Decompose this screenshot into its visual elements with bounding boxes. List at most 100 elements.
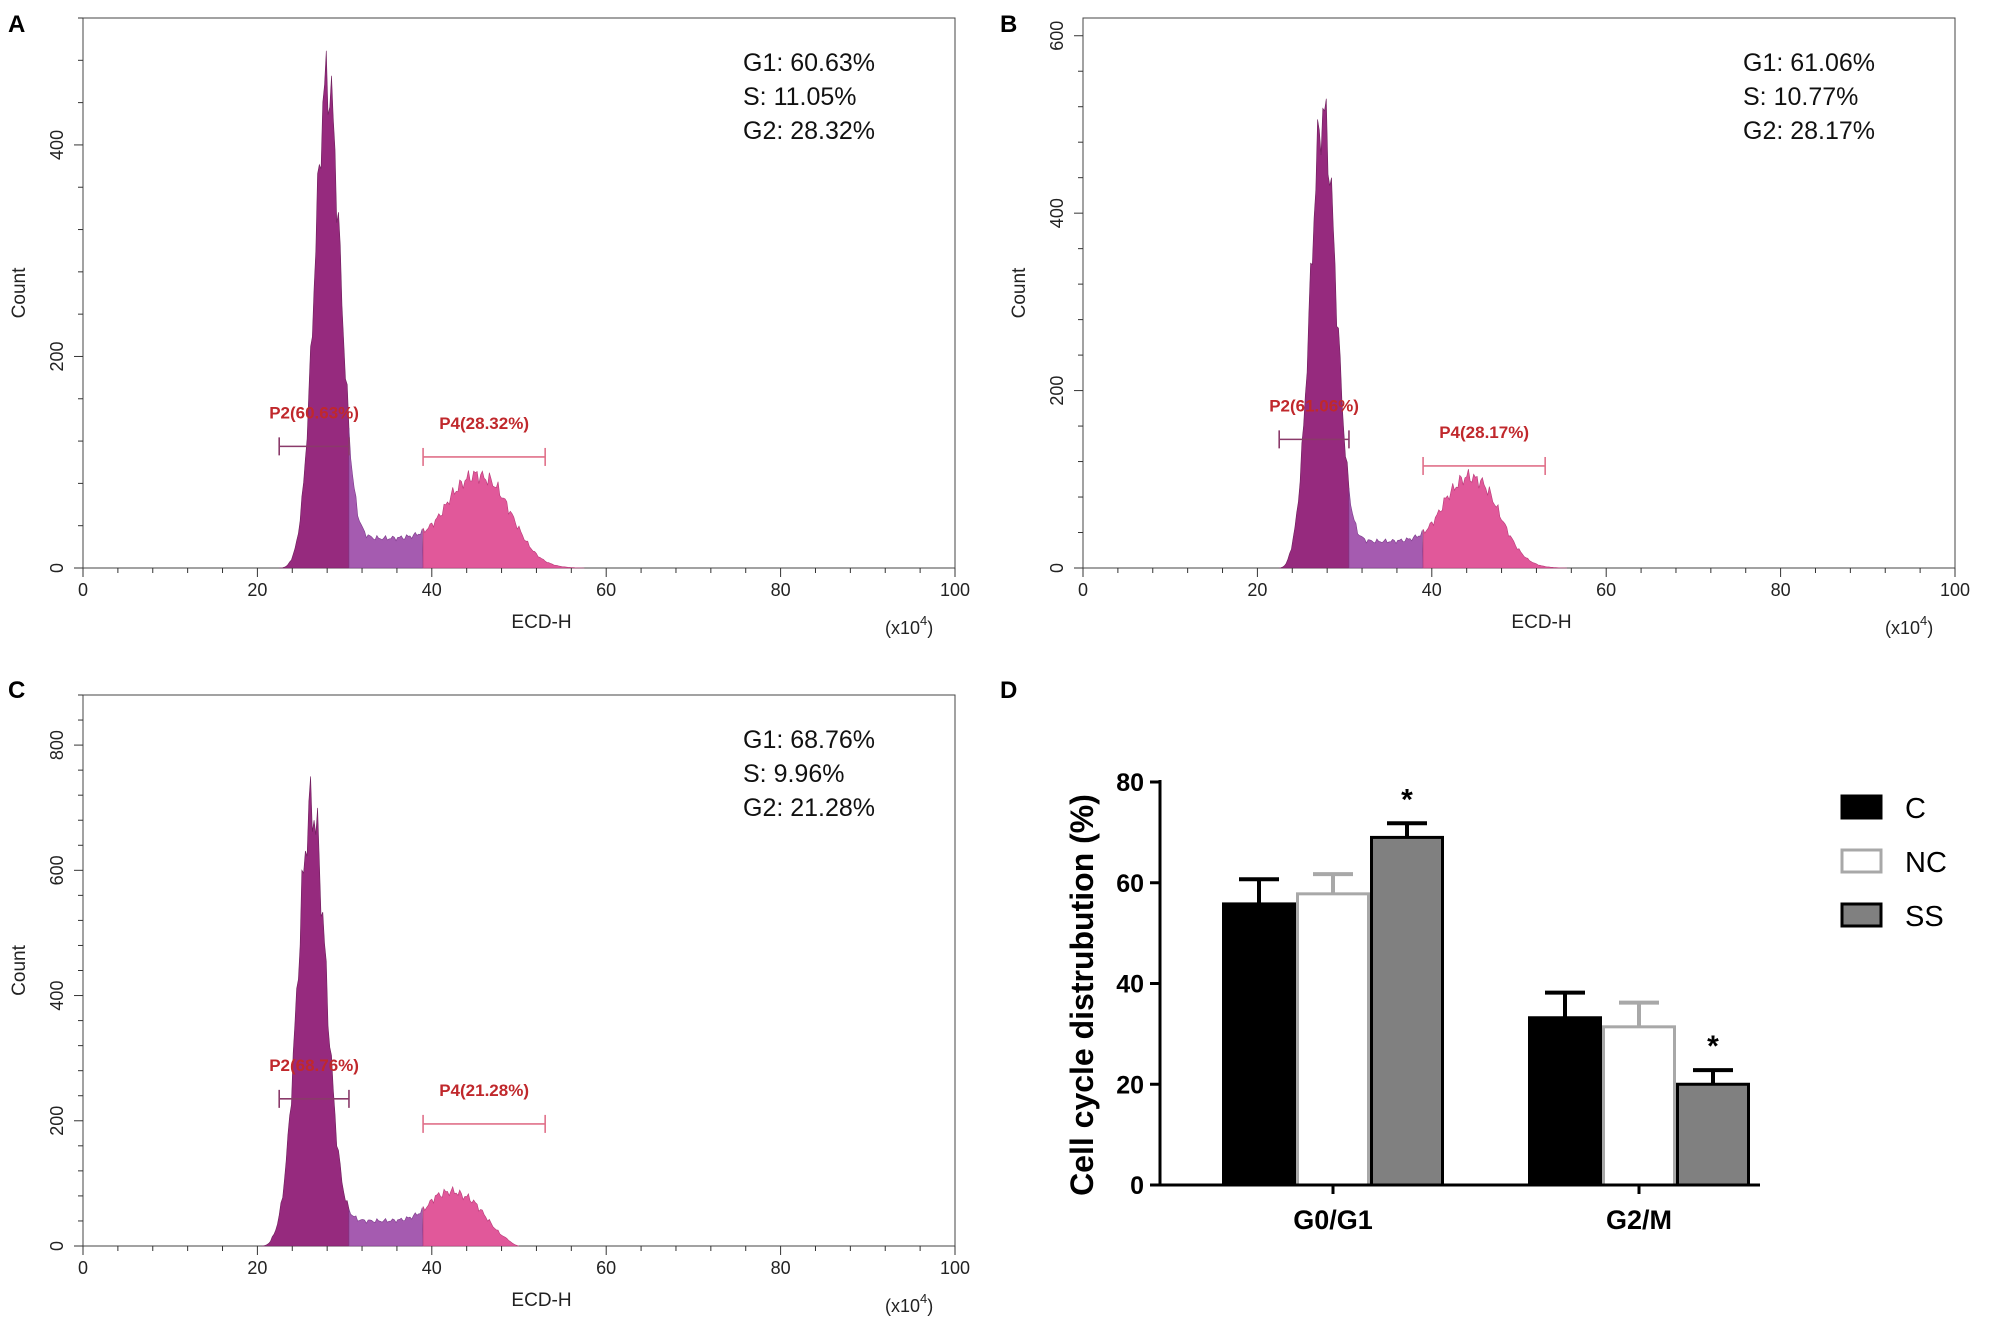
g2-peak-area (1422, 469, 1567, 569)
x-tick-label: 60 (596, 580, 616, 600)
y-axis-label: Count (1009, 267, 1030, 318)
y-tick-label: 400 (47, 130, 67, 160)
x-tick-label: 0 (78, 1258, 88, 1278)
s-phase-area (1348, 487, 1424, 569)
g2-peak-area (422, 1185, 520, 1247)
g1-peak-area (1279, 98, 1350, 569)
bar (1296, 892, 1370, 1187)
x-scale-suffix: ) (927, 618, 933, 638)
y-tick-label: 20 (1116, 1071, 1144, 1099)
histogram-panel-c: 0 20 40 60 80 100 0 200 400 600 800 ECD-H Count (x104… (9, 694, 970, 1316)
g1-peak-area (261, 776, 350, 1247)
legend-swatch (1840, 902, 1883, 928)
legend-swatch (1840, 794, 1883, 820)
x-tick-label: 20 (1247, 580, 1267, 600)
gate-label: P2(61.06%) (1269, 396, 1359, 415)
y-axis-label: Count (9, 944, 30, 995)
y-tick-label: 0 (47, 1241, 67, 1251)
stat-line: G2: 28.32% (743, 117, 875, 145)
x-tick-label: 40 (1422, 580, 1442, 600)
y-tick-label: 40 (1116, 971, 1144, 999)
panel-label-d: D (1000, 677, 1017, 704)
legend-swatch (1840, 848, 1883, 874)
g1-peak-area (279, 50, 350, 569)
bar-chart-panel-d: * * 0 20 40 60 80 G0/G1 G2/M Cell cycle distrubut… (1064, 769, 1947, 1235)
x-tick-label: 60 (596, 1258, 616, 1278)
y-tick-label: 0 (1130, 1172, 1144, 1200)
x-scale-exponent: 4 (920, 613, 927, 628)
x-tick-label: 0 (78, 580, 88, 600)
stat-line: G1: 61.06% (1743, 49, 1875, 77)
x-tick-label: 80 (771, 1258, 791, 1278)
y-tick-label: 200 (47, 341, 67, 371)
gate-label: P4(28.32%) (439, 414, 529, 433)
stat-line: S: 10.77% (1743, 83, 1858, 111)
bar (1370, 835, 1444, 1187)
x-scale-label: (x104) (1885, 613, 1933, 638)
s-phase-area (348, 428, 424, 569)
g2-peak-area (422, 470, 585, 569)
histogram-panel-b: 0 20 40 60 80 100 0 200 400 600 ECD-H Count (x104) G1… (1009, 17, 1970, 638)
bar (1528, 1016, 1602, 1187)
x-tick-label: 100 (1940, 580, 1970, 600)
bar (1676, 1082, 1750, 1187)
panel-label-b: B (1000, 11, 1017, 38)
x-scale-suffix: ) (1927, 618, 1933, 638)
x-category-label: G2/M (1606, 1205, 1672, 1235)
stat-line: S: 9.96% (743, 760, 844, 788)
x-scale-prefix: (x10 (885, 1296, 920, 1316)
legend-label: C (1905, 793, 1926, 825)
x-tick-label: 100 (940, 580, 970, 600)
x-scale-suffix: ) (927, 1296, 933, 1316)
s-phase-area (348, 1207, 424, 1247)
y-tick-label: 60 (1116, 870, 1144, 898)
stat-line: G1: 60.63% (743, 49, 875, 77)
x-tick-label: 0 (1078, 580, 1088, 600)
x-scale-label: (x104) (885, 613, 933, 638)
significance-marker: * (1401, 783, 1413, 816)
y-tick-label: 600 (47, 855, 67, 885)
stat-line: G2: 28.17% (1743, 117, 1875, 145)
x-scale-prefix: (x10 (1885, 618, 1920, 638)
x-axis-label: ECD-H (1511, 612, 1571, 633)
y-tick-label: 200 (47, 1106, 67, 1136)
x-tick-label: 40 (422, 1258, 442, 1278)
y-axis-label: Cell cycle distrubution (%) (1064, 794, 1100, 1196)
x-tick-label: 20 (247, 1258, 267, 1278)
x-tick-label: 60 (1596, 580, 1616, 600)
bar (1602, 1025, 1676, 1187)
y-tick-label: 400 (1047, 198, 1067, 228)
y-tick-label: 600 (1047, 21, 1067, 51)
x-tick-label: 80 (771, 580, 791, 600)
x-scale-label: (x104) (885, 1291, 933, 1316)
y-tick-label: 0 (47, 563, 67, 573)
stat-line: G2: 21.28% (743, 794, 875, 822)
x-tick-label: 80 (1771, 580, 1791, 600)
x-tick-label: 40 (422, 580, 442, 600)
y-axis-label: Count (9, 267, 30, 318)
stat-line: S: 11.05% (743, 83, 857, 111)
legend-label: SS (1905, 901, 1944, 933)
y-tick-label: 80 (1116, 769, 1144, 797)
x-axis-label: ECD-H (511, 612, 571, 633)
y-tick-label: 200 (1047, 376, 1067, 406)
gate-label: P2(68.76%) (269, 1056, 359, 1075)
gate-label: P4(28.17%) (1439, 423, 1529, 442)
x-category-label: G0/G1 (1293, 1205, 1373, 1235)
x-scale-prefix: (x10 (885, 618, 920, 638)
y-tick-label: 400 (47, 981, 67, 1011)
x-axis-label: ECD-H (511, 1290, 571, 1311)
panel-label-c: C (8, 677, 25, 704)
x-tick-label: 20 (247, 580, 267, 600)
x-scale-exponent: 4 (1920, 613, 1927, 628)
gate-label: P4(21.28%) (439, 1081, 529, 1100)
x-tick-label: 100 (940, 1258, 970, 1278)
legend-label: NC (1905, 847, 1947, 879)
x-scale-exponent: 4 (920, 1291, 927, 1306)
bar (1222, 902, 1296, 1187)
stat-line: G1: 68.76% (743, 726, 875, 754)
gate-label: P2(60.63%) (269, 403, 359, 422)
panel-label-a: A (8, 11, 25, 38)
significance-marker: * (1707, 1030, 1719, 1063)
